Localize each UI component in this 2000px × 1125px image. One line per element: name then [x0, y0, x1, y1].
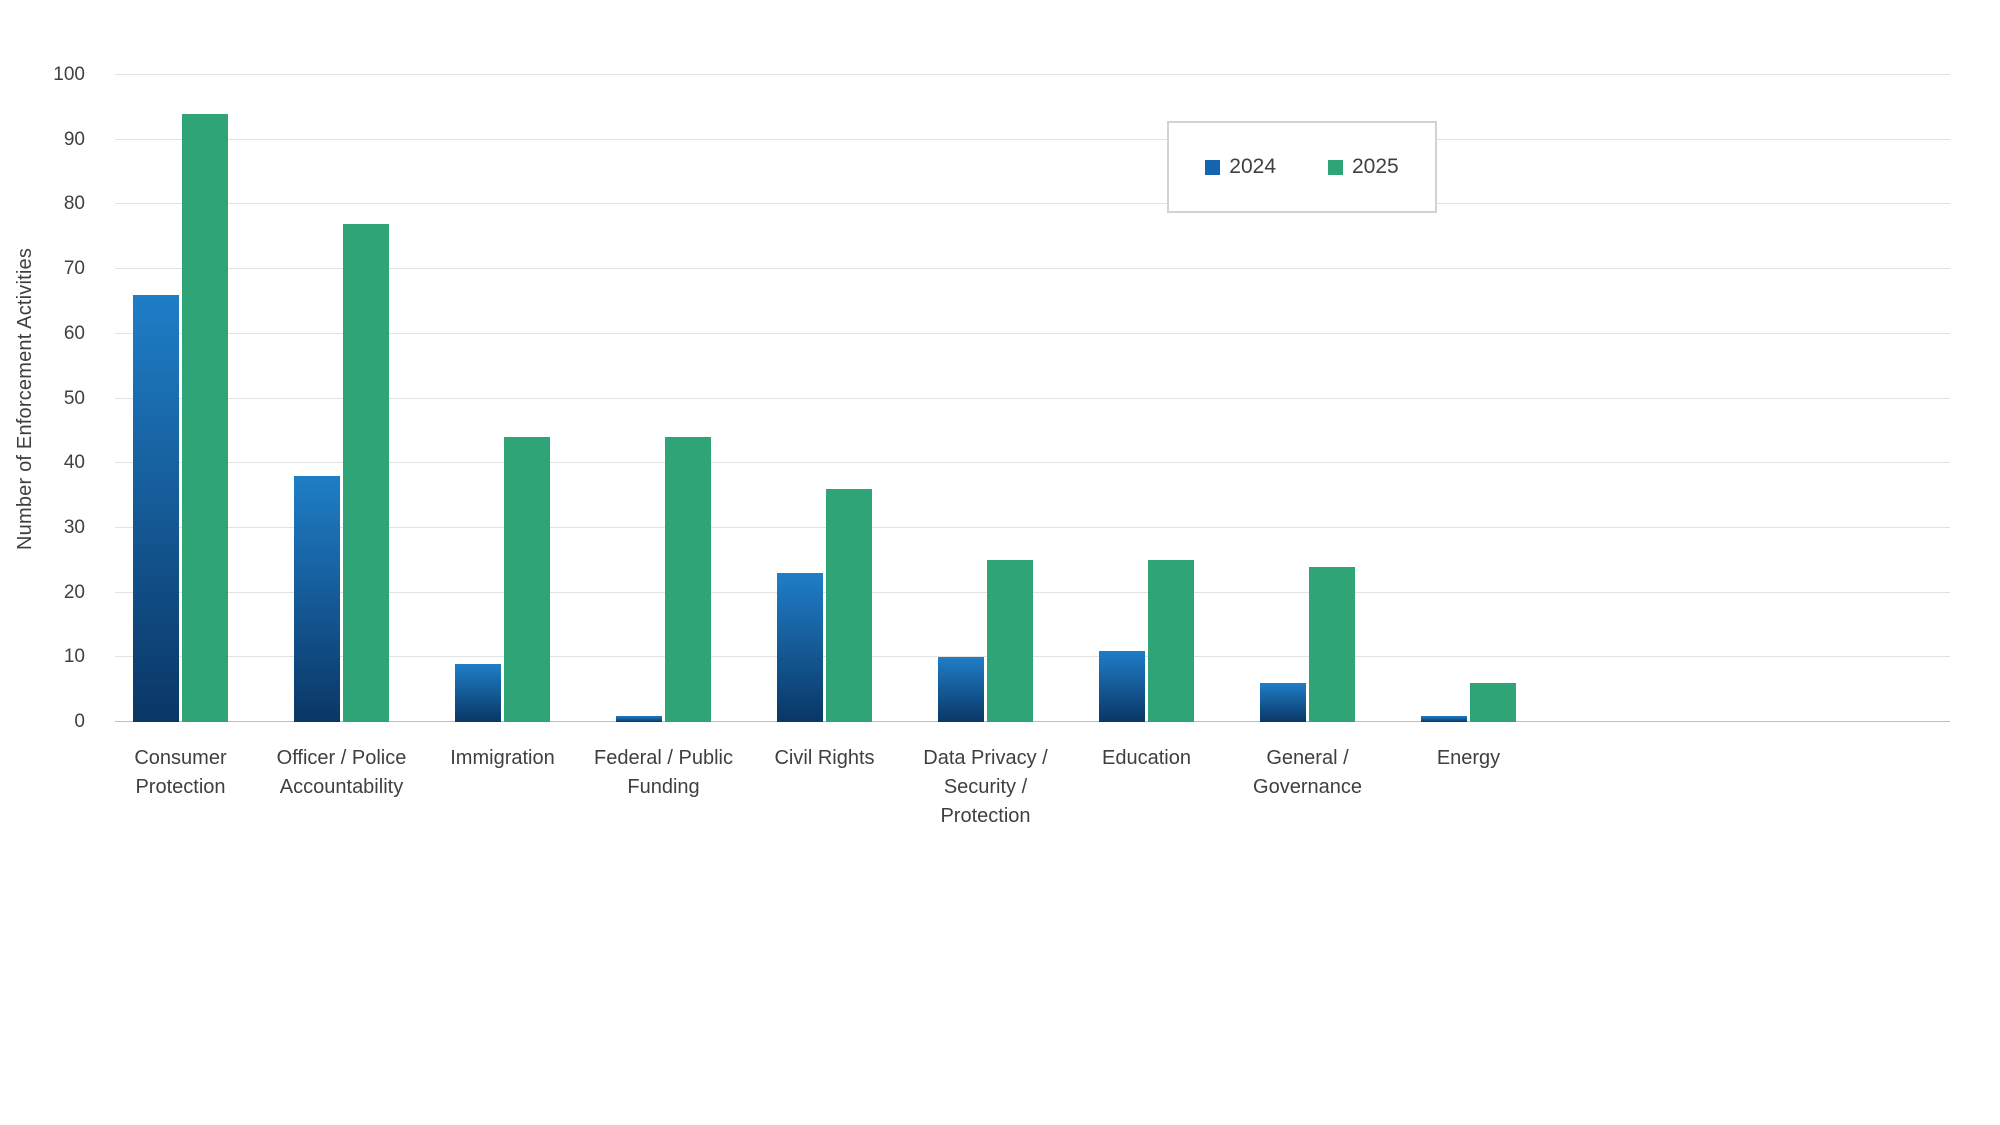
bar-2025-federal-public-funding — [665, 437, 711, 722]
gridline — [115, 74, 1950, 75]
x-axis-label-line: Accountability — [279, 776, 404, 798]
bar-2024-education — [1099, 650, 1145, 722]
bars-container — [100, 75, 1549, 722]
bar-2025-education — [1148, 560, 1194, 722]
bar-2025-immigration — [504, 437, 550, 722]
x-axis-label-line: Energy — [1436, 747, 1501, 769]
bar-group-immigration — [422, 75, 583, 722]
x-axis-label-line: Security / — [943, 776, 1028, 798]
bar-group-federal-public-funding — [583, 75, 744, 722]
y-tick-label-40: 40 — [63, 452, 85, 474]
x-axis-label-data-privacy-security-protection: Data Privacy / Security / Protection — [905, 744, 1066, 831]
legend-label-2024: 2024 — [1229, 155, 1276, 178]
legend-marker-2024 — [1205, 159, 1221, 175]
x-axis-label-line: General / — [1266, 747, 1349, 769]
y-tick-label-80: 80 — [63, 193, 85, 215]
bar-2025-civil-rights — [826, 489, 872, 722]
x-axis-label-line: Data Privacy / — [923, 747, 1048, 769]
x-axis-label-line: Consumer — [134, 747, 227, 769]
y-tick-label-50: 50 — [63, 387, 85, 409]
bar-2024-energy — [1421, 715, 1467, 722]
gridline — [115, 397, 1950, 399]
bar-group-education — [1066, 75, 1227, 722]
x-axis-label-immigration: Immigration — [422, 744, 583, 831]
y-tick-label-70: 70 — [63, 258, 85, 280]
x-axis-label-line: Governance — [1253, 776, 1362, 798]
x-axis-label-consumer-protection: Consumer Protection — [100, 744, 261, 831]
y-tick-label-0: 0 — [74, 711, 85, 732]
y-tick-label-90: 90 — [63, 128, 85, 150]
bar-2024-general-governance — [1260, 683, 1306, 722]
legend-label-2025: 2025 — [1352, 155, 1399, 178]
x-axis-labels: Consumer Protection Officer / Police Accoun… — [100, 744, 1549, 831]
gridline — [115, 332, 1950, 334]
bar-2024-officer-police-accountability — [294, 476, 340, 722]
legend-item-2025: 2025 — [1328, 155, 1399, 179]
bar-2025-officer-police-accountability — [343, 223, 389, 722]
y-tick-label-10: 10 — [63, 646, 85, 668]
gridline — [115, 203, 1950, 205]
x-axis-label-line: Education — [1102, 747, 1191, 769]
bar-2024-civil-rights — [777, 573, 823, 722]
bar-group-data-privacy-security-protection — [905, 75, 1066, 722]
legend-marker-2025 — [1328, 159, 1343, 175]
bar-group-civil-rights — [744, 75, 905, 722]
x-axis-label-line: Officer / Police — [276, 747, 407, 769]
legend-item-2024: 2024 — [1205, 155, 1276, 179]
x-axis-label-line: Funding — [627, 776, 700, 798]
y-tick-label-20: 20 — [63, 581, 85, 603]
bar-group-officer-police-accountability — [261, 75, 422, 722]
x-axis-label-education: Education — [1066, 744, 1227, 831]
bar-group-general-governance — [1227, 75, 1388, 722]
bar-group-energy — [1388, 75, 1549, 722]
plot-area — [115, 74, 1950, 722]
y-tick-label-30: 30 — [63, 516, 85, 538]
x-axis-label-officer-police-accountability: Officer / Police Accountability — [261, 744, 422, 831]
bar-2025-energy — [1470, 683, 1516, 722]
bar-2025-data-privacy-security-protection — [987, 560, 1033, 722]
x-axis-label-line: Civil Rights — [774, 747, 875, 769]
x-axis-label-federal-public-funding: Federal / Public Funding — [583, 744, 744, 831]
y-axis-tick-labels: 0 10 20 30 40 50 60 70 80 90 100 — [0, 64, 105, 732]
gridline — [115, 138, 1950, 140]
bar-2024-immigration — [455, 663, 501, 722]
x-axis-label-line: Protection — [940, 805, 1031, 827]
bar-2025-general-governance — [1309, 566, 1355, 722]
gridline — [115, 526, 1950, 528]
bar-2024-consumer-protection — [133, 294, 179, 722]
bar-2024-federal-public-funding — [616, 715, 662, 722]
x-axis-label-civil-rights: Civil Rights — [744, 744, 905, 831]
y-tick-label-100: 100 — [53, 64, 85, 85]
x-axis-label-line: Immigration — [450, 747, 555, 769]
bar-group-consumer-protection — [100, 75, 261, 722]
x-axis-label-general-governance: General / Governance — [1227, 744, 1388, 831]
bar-2024-data-privacy-security-protection — [938, 657, 984, 722]
x-axis-label-line: Federal / Public — [594, 747, 733, 769]
legend: 2024 2025 — [1167, 121, 1437, 213]
y-tick-label-60: 60 — [63, 322, 85, 344]
gridline — [115, 268, 1950, 270]
bar-2025-consumer-protection — [182, 113, 228, 722]
gridline — [115, 462, 1950, 464]
x-axis-label-line: Protection — [135, 776, 226, 798]
x-axis-label-energy: Energy — [1388, 744, 1549, 831]
